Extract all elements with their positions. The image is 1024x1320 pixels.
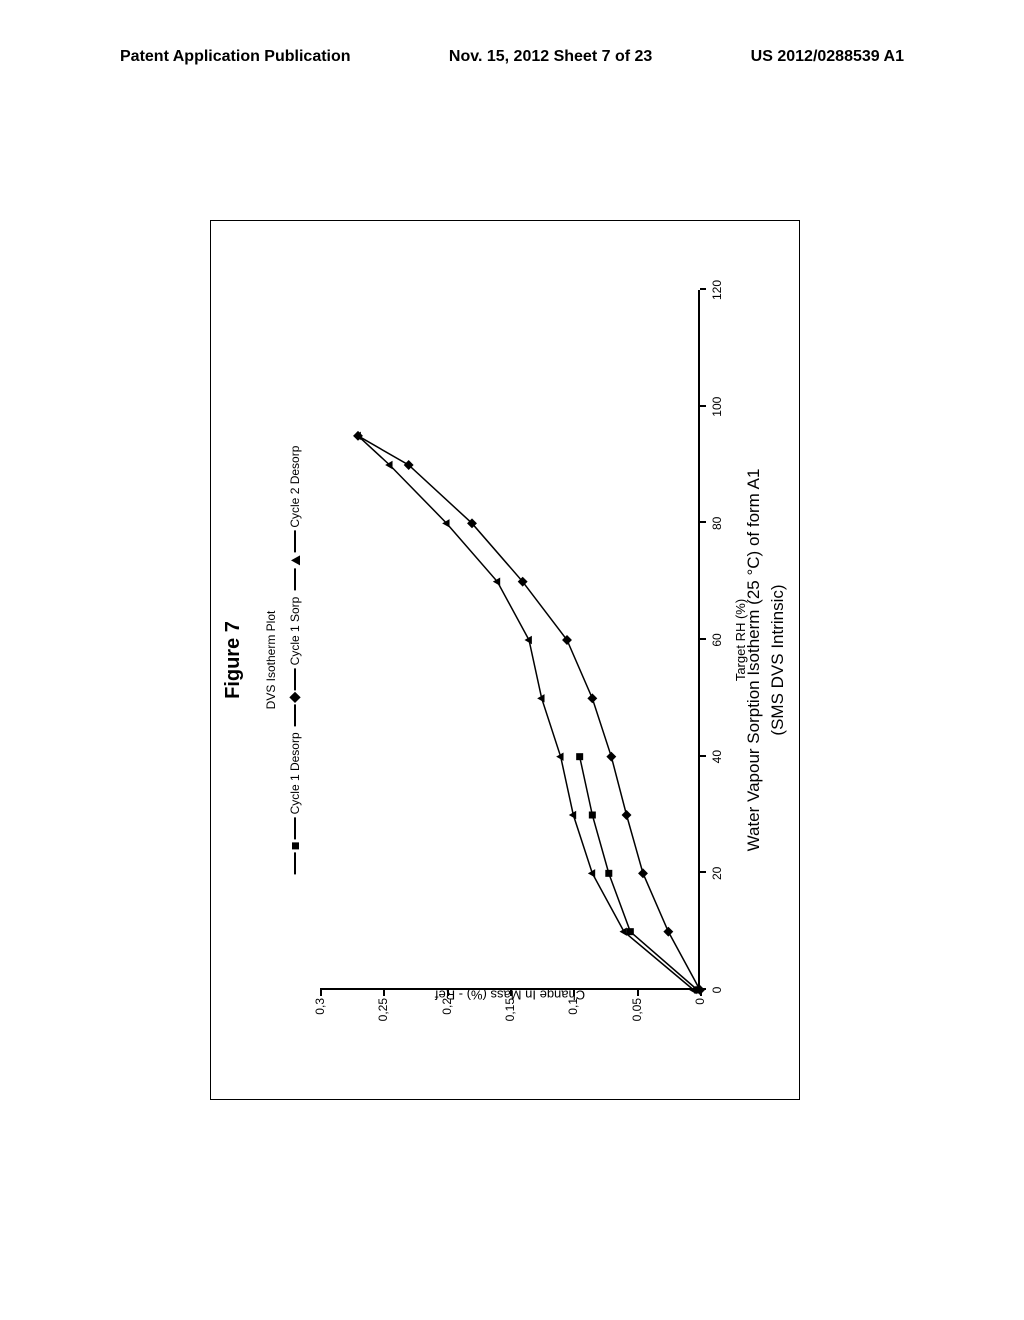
x-tick-label: 0: [710, 987, 724, 994]
x-tick: [700, 871, 706, 873]
square-marker-icon: [292, 842, 299, 849]
y-tick-label: 0,2: [440, 998, 454, 1038]
x-tick-label: 120: [710, 280, 724, 300]
triangle-marker-icon: [291, 556, 300, 566]
y-tick: [320, 990, 322, 996]
y-tick-label: 0: [693, 998, 707, 1038]
x-tick: [700, 288, 706, 290]
plot-area: Change In Mass (%) - Ref Target RH (%) 0…: [320, 290, 700, 990]
legend-item-cycle2-desorp: Cycle 2 Desorp: [288, 446, 302, 591]
header-right: US 2012/0288539 A1: [751, 48, 904, 66]
page-header: Patent Application Publication Nov. 15, …: [0, 48, 1024, 66]
y-tick-label: 0,1: [566, 998, 580, 1038]
legend-label: Cycle 2 Desorp: [288, 446, 302, 528]
legend-item-cycle1-desorp: Cycle 1 Desorp: [288, 732, 302, 874]
y-tick-label: 0,15: [503, 998, 517, 1038]
y-tick-label: 0,3: [313, 998, 327, 1038]
y-tick: [637, 990, 639, 996]
y-tick: [383, 990, 385, 996]
header-left: Patent Application Publication: [120, 48, 351, 66]
x-tick-label: 100: [710, 397, 724, 417]
caption-line-1: Water Vapour Sorption Isotherm (25 °C) o…: [744, 469, 764, 852]
legend: Cycle 1 Desorp Cycle 1 Sorp Cycle 2 Deso…: [288, 446, 302, 875]
figure-container: Figure 7 DVS Isotherm Plot Cycle 1 Desor…: [210, 220, 800, 1100]
legend-item-cycle1-sorp: Cycle 1 Sorp: [288, 597, 302, 727]
x-tick-label: 40: [710, 750, 724, 763]
x-tick-label: 80: [710, 517, 724, 530]
plot-title: DVS Isotherm Plot: [264, 611, 278, 710]
chart-curves: [320, 290, 700, 990]
figure-rotated-content: Figure 7 DVS Isotherm Plot Cycle 1 Desor…: [210, 220, 800, 1100]
header-center: Nov. 15, 2012 Sheet 7 of 23: [449, 48, 652, 66]
y-tick-label: 0,25: [376, 998, 390, 1038]
y-tick-label: 0,05: [630, 998, 644, 1038]
caption-line-2: (SMS DVS Intrinsic): [768, 584, 788, 735]
legend-line-icon: [294, 704, 296, 726]
x-tick: [700, 638, 706, 640]
y-tick: [573, 990, 575, 996]
y-tick: [510, 990, 512, 996]
x-tick-label: 20: [710, 867, 724, 880]
legend-label: Cycle 1 Desorp: [288, 732, 302, 814]
y-tick: [447, 990, 449, 996]
y-tick: [700, 990, 702, 996]
legend-line-icon: [294, 852, 296, 874]
legend-line-icon: [294, 817, 296, 839]
figure-title: Figure 7: [222, 621, 245, 699]
legend-line-icon: [294, 569, 296, 591]
x-tick: [700, 521, 706, 523]
legend-label: Cycle 1 Sorp: [288, 597, 302, 666]
x-tick-label: 60: [710, 633, 724, 646]
x-tick: [700, 405, 706, 407]
x-tick: [700, 755, 706, 757]
diamond-marker-icon: [289, 692, 300, 703]
legend-line-icon: [294, 531, 296, 553]
legend-line-icon: [294, 668, 296, 690]
